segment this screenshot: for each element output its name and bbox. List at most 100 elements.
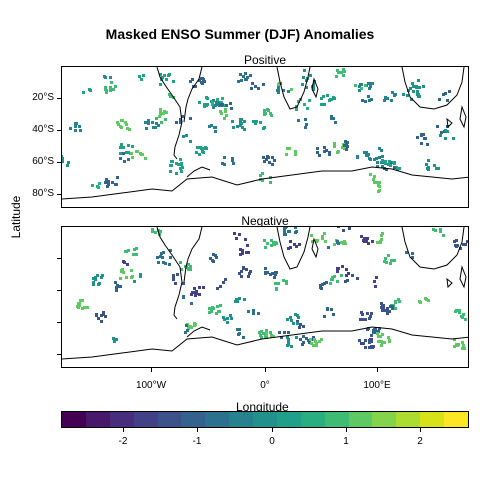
anomaly-cell [107,183,110,186]
anomaly-cell [375,157,378,160]
anomaly-cell [380,149,383,152]
anomaly-cell [436,125,439,128]
anomaly-cell [225,104,228,107]
anomaly-cell [342,242,345,245]
anomaly-cell [238,297,241,300]
coastlines-positive [62,67,468,200]
anomaly-cell [200,147,203,150]
anomaly-cell [370,334,373,337]
anomaly-cell [169,256,172,259]
anomaly-cell [274,273,277,276]
anomaly-cell [316,239,319,242]
anomaly-cell [323,232,326,235]
anomaly-cell [92,277,95,280]
anomaly-cell [101,274,104,277]
anomaly-cell [131,275,134,278]
anomaly-cell [275,288,278,291]
anomaly-cell [242,267,245,270]
y-tick-mark [57,162,61,163]
anomaly-cell [251,82,254,85]
anomaly-cell [382,306,385,309]
anomaly-cell [453,240,456,243]
anomaly-cell [303,69,306,72]
anomaly-cell [112,337,115,340]
anomaly-cell [223,318,226,321]
anomaly-cell [341,265,344,268]
anomaly-cell [364,84,367,87]
anomaly-cell [379,335,382,338]
anomaly-cell [367,95,370,98]
anomaly-cell [366,312,369,315]
anomaly-cell [411,252,414,255]
anomaly-cell [212,99,215,102]
colorbar-tick-mark [272,428,273,432]
colorbar-tick-label: 0 [269,436,275,447]
anomaly-cell [269,112,272,115]
anomaly-cell [372,178,375,181]
anomaly-cell [168,93,171,96]
anomaly-cell [170,164,173,167]
anomaly-cell [115,338,118,341]
anomaly-cell [126,127,129,130]
anomaly-cell [375,276,378,279]
anomaly-cell [380,306,383,309]
anomaly-cell [210,124,213,127]
anomaly-cell [416,93,419,96]
anomaly-cell [453,345,456,348]
anomaly-cell [224,108,227,111]
anomaly-cell [318,154,321,157]
colorbar-tick-label: 2 [417,436,423,447]
anomaly-cell [105,89,108,92]
colorbar-swatch [85,412,110,427]
anomaly-cell [461,341,464,344]
anomaly-cell [139,275,142,278]
anomaly-cell [387,163,390,166]
anomaly-cell [368,87,371,90]
anomaly-cell [168,263,171,266]
anomaly-cell [154,231,157,234]
anomaly-cell [190,293,193,296]
anomaly-cell [83,306,86,309]
colorbar-tick-label: 1 [343,436,349,447]
anomaly-cell [119,157,122,160]
anomaly-cell [114,183,117,186]
anomaly-cell [288,147,291,150]
anomaly-cell [203,80,206,83]
anomaly-cell [262,83,265,86]
anomaly-cell [245,78,248,81]
anomaly-cell [455,343,458,346]
anomaly-cell [232,126,235,129]
anomaly-cell [412,85,415,88]
anomaly-cell [212,253,215,256]
colorbar-swatch [253,412,277,427]
anomaly-cell [236,328,239,331]
anomaly-cell [169,170,172,173]
anomaly-cell [333,97,336,100]
anomaly-cell [320,338,323,341]
anomaly-cell [114,85,117,88]
anomaly-cell [278,331,281,334]
south-america-coast [156,227,183,320]
anomaly-cell [135,253,138,256]
anomaly-cell [161,256,164,259]
anomaly-cell [130,269,133,272]
y-tick-mark [57,98,61,99]
anomaly-cell [158,115,161,118]
anomaly-cell [409,87,412,90]
anomaly-cell [217,310,220,313]
colorbar-swatch [229,412,253,427]
anomaly-cell [248,272,251,275]
madagascar [311,237,319,259]
anomaly-cell [239,253,242,256]
anomaly-cell [276,89,279,92]
anomaly-cell [131,156,134,159]
anomaly-cell [122,146,125,149]
africa-coast [276,227,311,270]
anomaly-cell [378,189,381,192]
anomaly-cell [211,101,214,104]
anomaly-cell [128,128,131,131]
anomaly-cell [381,232,384,235]
anomaly-cell [398,167,401,170]
anomaly-cell [125,123,128,126]
anomaly-cell [381,309,384,312]
